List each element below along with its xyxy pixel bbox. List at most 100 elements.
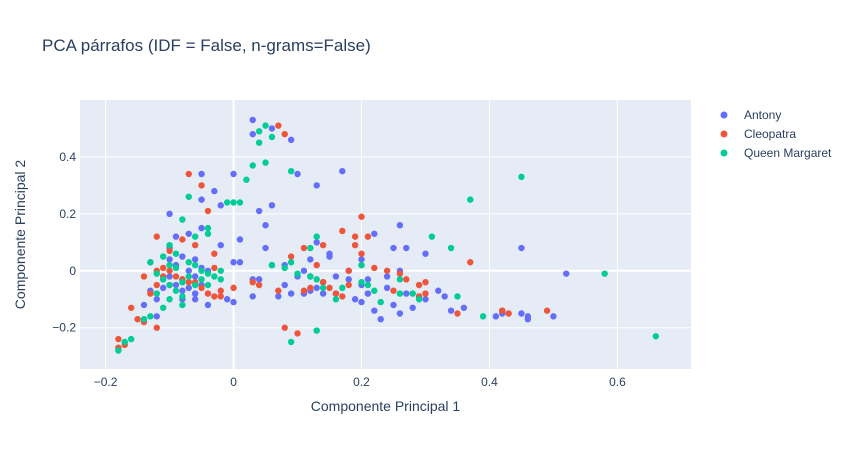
data-point <box>249 293 256 300</box>
data-point <box>185 170 192 178</box>
data-point <box>294 170 301 178</box>
data-point <box>115 347 122 354</box>
data-point <box>147 259 154 266</box>
data-point <box>153 290 160 297</box>
data-point <box>127 335 135 343</box>
legend[interactable]: Antony Cleopatra Queen Margaret <box>720 108 833 160</box>
data-point <box>499 307 506 314</box>
data-point <box>313 284 320 292</box>
data-point <box>307 244 314 252</box>
data-point <box>275 293 282 300</box>
gridlines <box>80 100 691 369</box>
data-point <box>358 213 365 220</box>
legend-item[interactable]: Cleopatra <box>720 127 797 141</box>
data-point <box>339 293 346 300</box>
data-point <box>332 290 340 297</box>
data-point <box>185 230 192 237</box>
data-point <box>172 233 180 240</box>
data-point <box>652 333 660 340</box>
legend-marker <box>720 149 728 157</box>
data-point <box>147 290 154 297</box>
data-point <box>249 162 256 169</box>
data-point <box>435 287 442 294</box>
data-point <box>281 264 288 272</box>
data-point <box>396 222 404 229</box>
series-cleopatra <box>115 122 551 351</box>
data-point <box>422 250 429 257</box>
data-point <box>185 278 192 286</box>
data-point <box>518 244 525 252</box>
data-point <box>300 287 308 294</box>
data-point <box>166 281 173 289</box>
data-point <box>166 256 173 263</box>
data-point <box>294 330 301 337</box>
data-point <box>428 233 436 240</box>
x-axis-ticks: −0.2 0 0.2 0.4 0.6 <box>94 375 626 389</box>
data-point <box>262 222 269 229</box>
data-point <box>287 259 295 266</box>
legend-item[interactable]: Queen Margaret <box>720 146 833 160</box>
data-point <box>159 304 167 311</box>
data-point <box>159 264 167 272</box>
data-point <box>147 313 154 320</box>
data-point <box>441 293 448 300</box>
data-point <box>185 259 192 266</box>
legend-label: Queen Margaret <box>744 146 832 160</box>
data-points <box>115 116 660 354</box>
data-point <box>166 241 173 249</box>
data-point <box>396 310 404 317</box>
data-point <box>364 281 372 289</box>
data-point <box>313 327 320 334</box>
data-point <box>332 273 340 280</box>
data-point <box>255 128 263 135</box>
data-point <box>159 253 167 260</box>
data-point <box>140 301 148 309</box>
data-point <box>211 273 218 280</box>
data-point <box>377 298 384 306</box>
data-point <box>159 276 167 283</box>
data-point <box>307 256 314 263</box>
y-axis-title: Componente Principal 2 <box>12 160 28 310</box>
data-point <box>281 281 288 289</box>
data-point <box>204 224 212 232</box>
data-point <box>191 233 199 240</box>
data-point <box>371 287 378 294</box>
data-point <box>268 202 276 209</box>
data-point <box>409 304 416 311</box>
data-point <box>383 267 391 274</box>
data-point <box>198 170 205 178</box>
data-point <box>198 196 205 203</box>
data-point <box>351 296 359 303</box>
data-point <box>518 310 525 317</box>
data-point <box>217 267 224 274</box>
data-point <box>345 281 352 289</box>
data-point <box>345 276 352 283</box>
data-point <box>524 313 532 320</box>
data-point <box>268 133 276 141</box>
data-point <box>198 276 205 283</box>
chart-title: PCA párrafos (IDF = False, n-grams=False… <box>42 36 371 55</box>
data-point <box>179 216 186 223</box>
legend-item[interactable]: Antony <box>720 108 782 122</box>
data-point <box>166 247 173 255</box>
data-point <box>217 276 224 283</box>
data-point <box>198 267 205 274</box>
data-point <box>275 287 282 294</box>
data-point <box>332 296 340 303</box>
y-tick-label: 0.2 <box>59 207 76 221</box>
data-point <box>185 193 192 200</box>
data-point <box>563 270 570 277</box>
data-point <box>198 284 205 292</box>
data-point <box>447 307 455 314</box>
data-point <box>230 170 237 178</box>
data-point <box>319 278 327 286</box>
y-tick-label: 0 <box>69 264 76 278</box>
data-point <box>204 290 212 297</box>
data-point <box>217 287 224 294</box>
data-point <box>300 244 308 252</box>
data-point <box>422 296 429 303</box>
data-point <box>204 270 212 277</box>
data-point <box>492 313 500 320</box>
data-point <box>179 293 186 300</box>
